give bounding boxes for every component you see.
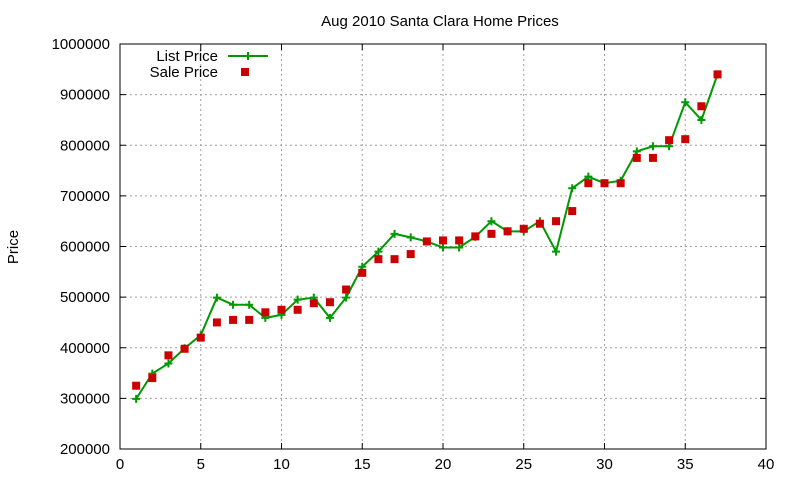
legend-marker-list-price [244,52,252,60]
list-price-point [229,300,238,309]
list-price-point [164,359,173,368]
x-tick-label: 5 [197,456,205,473]
legend-label-list-price: List Price [156,48,218,65]
x-tick-label: 35 [677,456,694,473]
sale-price-point [697,102,706,111]
list-price-point [212,293,221,302]
sale-price-point [665,136,674,145]
list-price-point [325,313,334,322]
sale-price-point [584,179,593,188]
sale-price-point [616,179,625,188]
sale-price-point [713,70,722,79]
sale-price-point [196,333,205,342]
sale-price-point [132,381,141,390]
list-price-point [374,247,383,256]
sale-price-point [374,255,383,264]
y-tick-label: 700000 [60,188,110,205]
legend: List Price Sale Price [150,48,268,81]
y-tick-label: 200000 [60,441,110,458]
sale-price-point [309,299,318,308]
sale-price-point [148,374,157,383]
x-tick-label: 30 [596,456,613,473]
list-price-point [487,217,496,226]
sale-price-point [552,217,561,226]
sale-price-point [293,305,302,314]
sale-price-point [406,250,415,259]
sale-price-point [568,207,577,216]
y-axis-label: Price [5,230,22,264]
list-price-point [293,295,302,304]
x-tick-label: 0 [116,456,124,473]
sale-price-point [632,153,641,162]
y-tick-label: 300000 [60,390,110,407]
y-axis: 200000 300000 400000 500000 600000 700000 8000… [52,36,766,458]
y-tick-label: 500000 [60,289,110,306]
chart-title: Aug 2010 Santa Clara Home Prices [321,13,559,30]
legend-label-sale-price: Sale Price [150,64,218,81]
sale-price-point [342,285,351,294]
sale-price-point [180,344,189,353]
x-tick-label: 40 [758,456,775,473]
list-price-point [342,293,351,302]
x-tick-label: 10 [273,456,290,473]
list-price-point [681,98,690,107]
list-price-point [390,229,399,238]
y-tick-label: 900000 [60,87,110,104]
list-price-point [406,233,415,242]
x-tick-label: 15 [354,456,371,473]
x-axis: 0 5 10 15 20 25 30 35 40 [116,44,775,473]
list-price-point [568,184,577,193]
y-tick-label: 1000000 [52,36,110,53]
sale-price-point [681,135,690,144]
x-tick-label: 20 [435,456,452,473]
sale-price-point [455,236,464,245]
list-price-line [135,74,719,400]
y-tick-label: 600000 [60,239,110,256]
sale-price-point [229,315,238,324]
sale-price-point [212,318,221,327]
x-tick-label: 25 [515,456,532,473]
legend-marker-sale-price [241,68,249,76]
sale-price-point [600,179,609,188]
sale-price-point [164,351,173,360]
sale-price-point [487,229,496,238]
sale-price-point [648,153,657,162]
list-price-point [455,243,464,252]
list-price-point [245,300,254,309]
sale-price-point [422,237,431,246]
list-price-point [439,243,447,252]
list-price-point [552,247,561,256]
sale-price-point [358,268,367,277]
list-price-point [648,142,657,151]
series-layer [132,70,722,403]
sale-price-point [535,219,544,228]
y-tick-label: 400000 [60,340,110,357]
y-tick-label: 800000 [60,137,110,154]
list-price-point [132,394,141,403]
sale-price-point [503,227,512,236]
sale-price-point [245,315,254,324]
sale-price-point [261,308,270,317]
sale-price-point [325,298,334,307]
sale-price-point [471,232,480,241]
sale-price-point [390,255,399,264]
sale-price-point [277,305,286,314]
list-price-point [697,115,706,124]
sale-price-point [519,224,528,233]
sale-price-point [439,236,447,245]
